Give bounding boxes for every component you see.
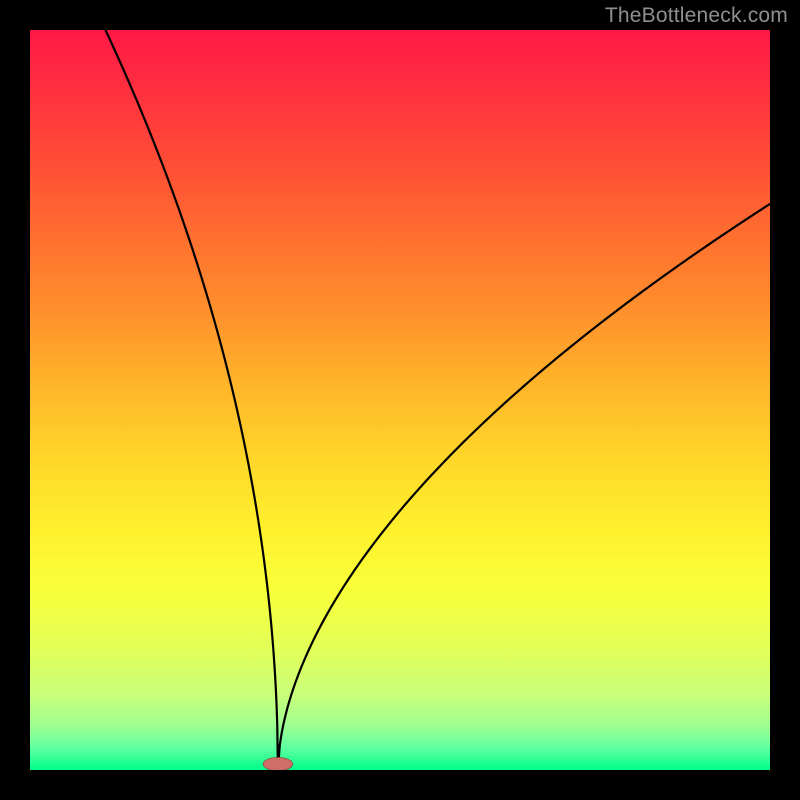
vertex-marker	[263, 757, 293, 770]
watermark-text: TheBottleneck.com	[605, 4, 788, 28]
plot-area	[30, 30, 770, 770]
gradient-background	[30, 30, 770, 770]
chart-frame: TheBottleneck.com	[0, 0, 800, 800]
